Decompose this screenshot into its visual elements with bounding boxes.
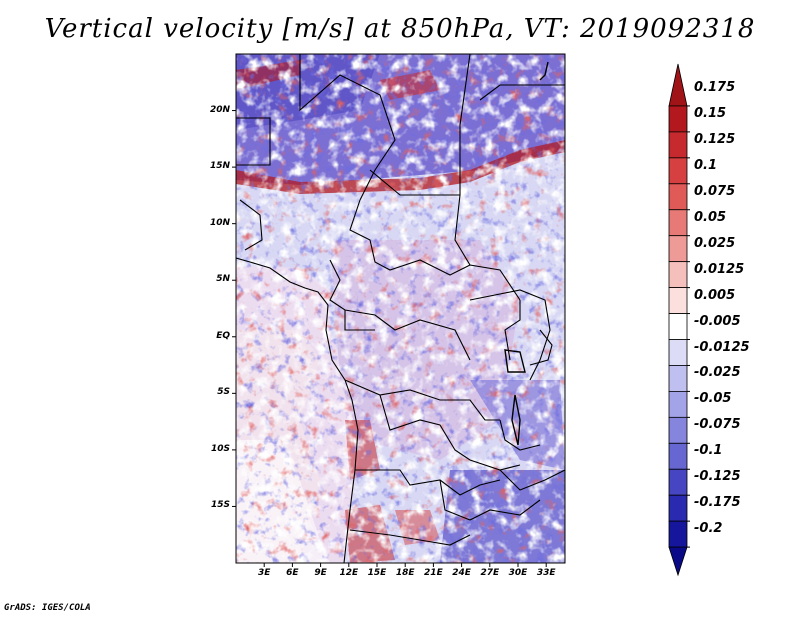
country-borders (236, 54, 565, 563)
lon-label: 33E (536, 568, 556, 578)
colorbar-label: -0.1 (694, 443, 723, 459)
lat-label: 5S (217, 387, 230, 398)
lon-label: 15E (367, 568, 387, 578)
colorbar-label: 0.0125 (694, 261, 745, 277)
lon-label: 9E (314, 568, 327, 578)
lon-label: 30E (508, 568, 528, 578)
colorbar-bottom-triangle (668, 546, 688, 577)
lat-label: 15S (210, 500, 230, 511)
colorbar-label: 0.125 (694, 131, 736, 147)
map-title: Vertical velocity [m/s] at 850hPa, VT: 2… (44, 14, 756, 44)
colorbar-box (668, 365, 688, 392)
lon-label: 18E (395, 568, 415, 578)
colorbar-label: 0.025 (694, 235, 736, 251)
lat-label: 5N (216, 274, 230, 285)
colorbar-box (668, 235, 688, 263)
colorbar-label: -0.175 (694, 495, 741, 511)
colorbar-label: -0.125 (694, 469, 741, 485)
colorbar-label: -0.0125 (694, 339, 750, 355)
colorbar-box (668, 442, 688, 470)
lon-label: 6E (286, 568, 299, 578)
colorbar-label: -0.005 (694, 313, 741, 329)
colorbar-box (668, 416, 688, 444)
colorbar-label: -0.025 (694, 365, 741, 381)
map-frame (235, 53, 566, 564)
lakes (504, 61, 549, 446)
velocity-field (236, 54, 565, 563)
colorbar-box (668, 157, 688, 185)
lon-label: 27E (480, 568, 500, 578)
colorbar-label: 0.05 (694, 209, 727, 225)
colorbar (668, 63, 690, 577)
colorbar-label: -0.05 (694, 391, 732, 407)
colorbar-box (668, 183, 688, 211)
lon-label: 24E (452, 568, 471, 578)
colorbar-label: 0.1 (694, 157, 718, 173)
lat-label: 20N (209, 104, 230, 115)
colorbar-top-triangle (668, 63, 688, 107)
colorbar-box (668, 390, 688, 418)
lat-label: 10N (209, 217, 230, 228)
colorbar-box (668, 494, 688, 522)
lat-label: 10S (210, 443, 230, 454)
lon-label: 21E (424, 568, 443, 578)
colorbar-box (668, 468, 688, 496)
colorbar-box (668, 313, 688, 340)
lat-label: 15N (209, 161, 230, 172)
colorbar-box (668, 131, 688, 159)
colorbar-label: -0.075 (694, 417, 741, 433)
colorbar-box (668, 209, 688, 237)
grads-credit: GrADS: IGES/COLA (4, 603, 91, 613)
lat-label: EQ (216, 330, 230, 341)
colorbar-label: -0.2 (694, 521, 723, 537)
lon-label: 12E (339, 568, 359, 578)
colorbar-label: 0.005 (694, 287, 736, 303)
colorbar-label: 0.15 (694, 105, 727, 121)
colorbar-box (668, 261, 688, 288)
colorbar-box (668, 287, 688, 314)
lon-label: 3E (257, 568, 271, 578)
colorbar-box (668, 105, 688, 133)
colorbar-label: 0.075 (694, 183, 736, 199)
colorbar-box (668, 339, 688, 366)
colorbar-label: 0.175 (694, 80, 736, 95)
axis-ticks (232, 110, 547, 567)
colorbar-box (668, 520, 688, 548)
